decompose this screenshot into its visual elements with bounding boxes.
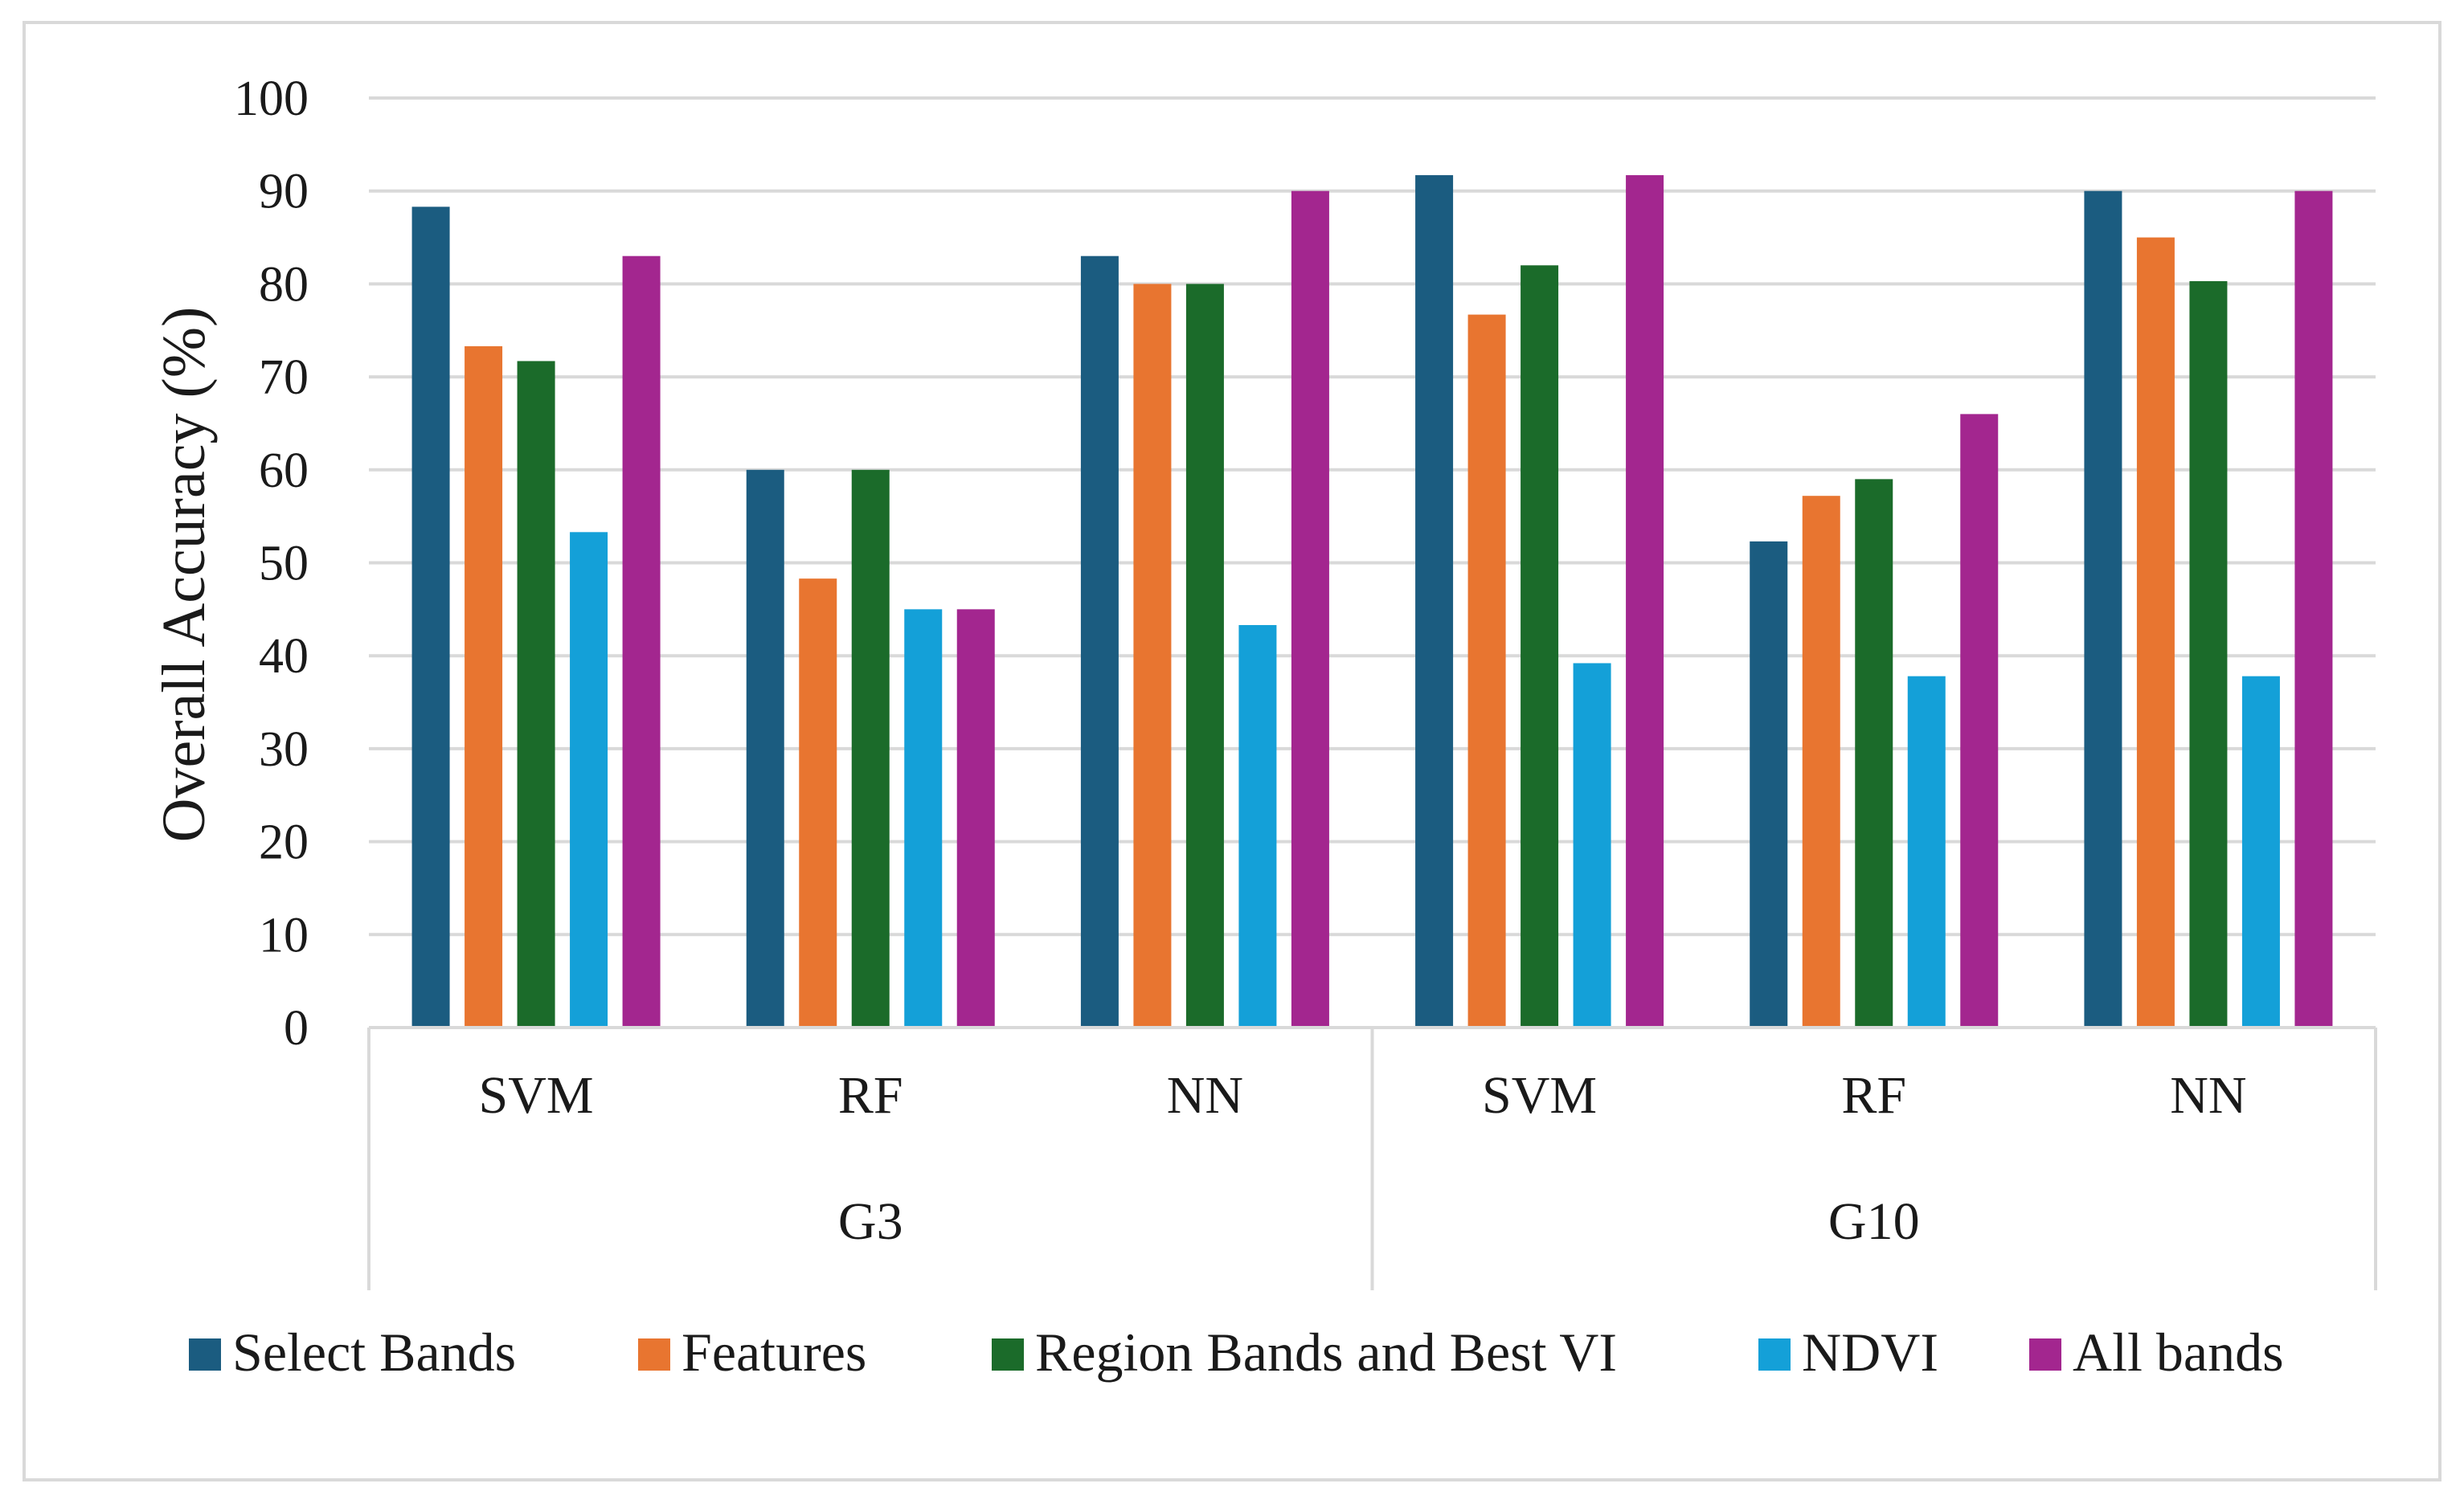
y-tick-label: 20: [259, 815, 309, 870]
bar-ndvi: [904, 609, 943, 1028]
bar-select-bands: [1415, 175, 1454, 1028]
legend-label: Select Bands: [232, 1322, 516, 1383]
legend-swatch: [992, 1338, 1024, 1371]
y-tick-label: 90: [259, 165, 309, 219]
legend-label: Features: [681, 1322, 866, 1383]
y-tick-label: 10: [259, 908, 309, 962]
bar-features: [799, 578, 837, 1028]
x-category-label: NN: [1167, 1066, 1243, 1125]
bar-select-bands: [2084, 190, 2122, 1028]
bar-features: [2136, 237, 2175, 1028]
y-tick-label: 80: [259, 257, 309, 312]
x-category-label: RF: [1841, 1066, 1906, 1125]
gridlines: [369, 96, 2376, 1029]
y-tick-label: 0: [284, 1001, 309, 1056]
bar-features: [1467, 314, 1506, 1028]
x-category-label: RF: [838, 1066, 903, 1125]
bar-region-bands-and-best-vi: [517, 361, 555, 1028]
bar-ndvi: [1238, 625, 1277, 1028]
bar-all-bands: [1960, 414, 1999, 1028]
y-tick-label: 100: [234, 72, 309, 126]
bar-all-bands: [1626, 175, 1664, 1028]
legend-swatch: [189, 1338, 221, 1371]
y-tick-label: 40: [259, 629, 309, 684]
bar-features: [1802, 496, 1840, 1028]
y-tick-label: 60: [259, 443, 309, 498]
bar-region-bands-and-best-vi: [1185, 284, 1224, 1028]
bar-all-bands: [622, 255, 661, 1028]
legend: Select Bands Features Region Bands and Bes…: [189, 1322, 2284, 1383]
legend-swatch: [1758, 1338, 1791, 1371]
y-tick-label: 70: [259, 350, 309, 405]
legend-swatch: [2029, 1338, 2061, 1371]
bar-select-bands: [1750, 541, 1788, 1028]
bar-select-bands: [411, 206, 450, 1028]
bar-ndvi: [2241, 676, 2280, 1028]
x-category-label: SVM: [1482, 1066, 1597, 1125]
legend-label: NDVI: [1802, 1322, 1938, 1383]
bar-ndvi: [1907, 676, 1946, 1028]
bar-ndvi: [570, 532, 608, 1028]
x-group-label: G10: [1828, 1192, 1920, 1251]
bar-all-bands: [1291, 190, 1329, 1028]
bar-all-bands: [956, 609, 995, 1028]
legend-label: Region Bands and Best VI: [1035, 1322, 1617, 1383]
y-tick-label: 50: [259, 537, 309, 591]
bar-features: [1133, 284, 1172, 1028]
bars: [411, 175, 2333, 1028]
bar-select-bands: [1080, 255, 1119, 1028]
x-axis: SVM RF NN SVM RF NN G3 G10: [367, 1026, 2377, 1290]
bar-region-bands-and-best-vi: [2189, 280, 2228, 1028]
bar-ndvi: [1573, 663, 1611, 1028]
legend-swatch: [638, 1338, 670, 1371]
y-tick-label: 30: [259, 722, 309, 777]
bar-region-bands-and-best-vi: [1855, 479, 1893, 1028]
x-category-label: NN: [2170, 1066, 2246, 1125]
bar-features: [465, 345, 503, 1028]
legend-label: All bands: [2073, 1322, 2284, 1383]
bar-select-bands: [746, 469, 784, 1028]
bar-all-bands: [2294, 190, 2333, 1028]
y-axis-ticks: 0 10 20 30 40 50 60 70 80 90 100: [234, 72, 309, 1056]
bar-region-bands-and-best-vi: [1521, 265, 1559, 1028]
bar-chart: SVM RF NN SVM RF NN G3 G10 0 10 20 30 40 50 60 70 80 90 1…: [150, 72, 2377, 1383]
x-category-label: SVM: [479, 1066, 594, 1125]
chart-frame: SVM RF NN SVM RF NN G3 G10 0 10 20 30 40 50 60 70 80 90 1…: [23, 21, 2441, 1481]
y-axis-title: Overall Accuracy (%): [150, 307, 218, 843]
x-group-label: G3: [838, 1192, 903, 1251]
bar-region-bands-and-best-vi: [851, 469, 890, 1028]
